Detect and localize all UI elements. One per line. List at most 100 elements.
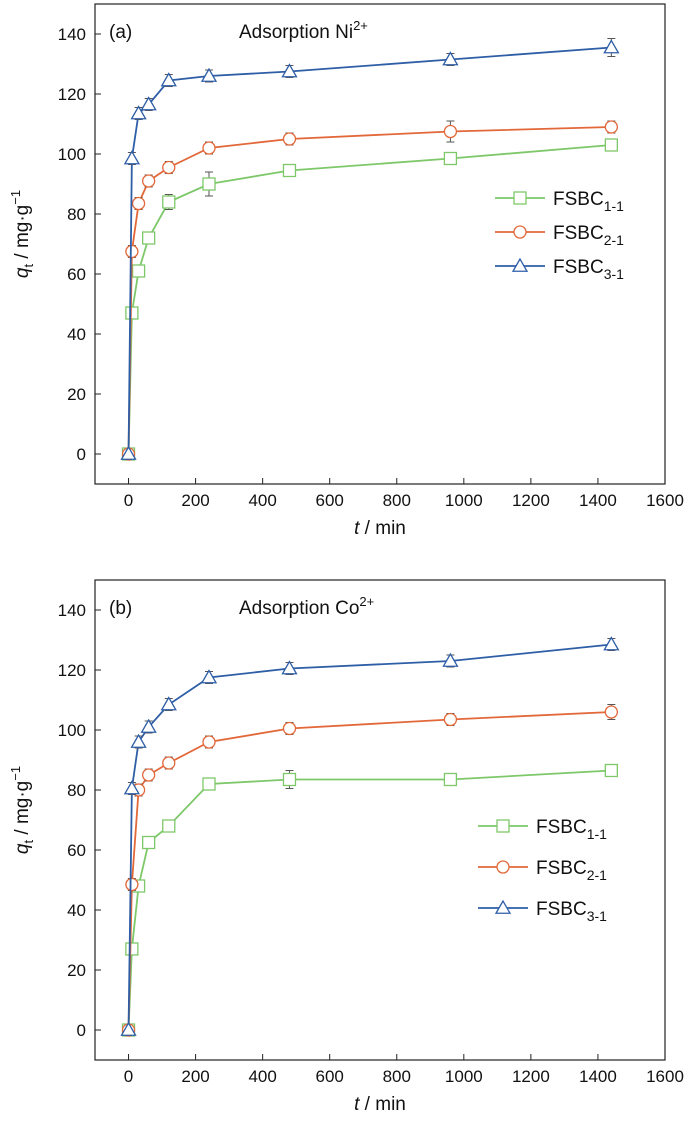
data-point xyxy=(160,72,177,87)
y-tick-label: 20 xyxy=(67,961,86,980)
data-point xyxy=(141,231,156,245)
data-point xyxy=(131,196,146,211)
panel-label: (b) xyxy=(109,598,132,619)
x-tick-label: 1400 xyxy=(579,1067,617,1086)
y-tick-label: 40 xyxy=(67,325,86,344)
data-point xyxy=(202,177,216,191)
y-tick-label: 60 xyxy=(67,841,86,860)
x-tick-label: 400 xyxy=(248,491,276,510)
legend-entry-1-1: FSBC1-1 xyxy=(495,189,624,214)
legend-label: FSBC2-1 xyxy=(536,858,607,883)
data-point xyxy=(281,63,298,78)
legend-entry-3-1: FSBC3-1 xyxy=(495,257,624,282)
data-point xyxy=(202,735,216,749)
legend-marker xyxy=(511,257,529,272)
data-point xyxy=(604,763,619,778)
y-tick-label: 80 xyxy=(67,781,86,800)
data-point xyxy=(443,124,458,139)
data-point xyxy=(131,264,146,278)
x-tick-label: 1400 xyxy=(579,491,617,510)
x-tick-label: 600 xyxy=(316,1067,344,1086)
data-point xyxy=(202,141,216,155)
data-point xyxy=(141,174,156,188)
data-point xyxy=(125,942,139,956)
panel-label: (a) xyxy=(109,22,132,43)
legend-marker xyxy=(496,819,510,833)
data-point xyxy=(200,67,218,82)
chart-panel-b: 0 200 400 600 800 1000 1200 1400 1600 0 20 40 60 80 10… xyxy=(8,579,684,1115)
legend-marker xyxy=(513,225,527,239)
data-point xyxy=(120,445,137,460)
data-point xyxy=(443,712,458,727)
data-point xyxy=(202,777,216,791)
data-point xyxy=(125,877,139,892)
data-point xyxy=(123,780,141,795)
x-tick-label: 1600 xyxy=(646,1067,684,1086)
data-point xyxy=(140,718,157,733)
x-tick-label: 400 xyxy=(248,1067,276,1086)
data-point xyxy=(282,721,297,736)
data-point xyxy=(200,669,218,684)
y-tick-label: 80 xyxy=(67,205,86,224)
y-tick-label: 0 xyxy=(77,1021,86,1040)
data-point xyxy=(125,244,139,259)
data-point xyxy=(162,819,176,833)
x-tick-label: 1000 xyxy=(445,491,483,510)
data-point xyxy=(282,163,297,178)
data-point xyxy=(140,96,157,111)
plot-frame xyxy=(94,3,666,485)
data-point xyxy=(604,705,619,719)
x-tick-label: 1600 xyxy=(646,491,684,510)
x-tick-label: 1200 xyxy=(512,491,550,510)
x-tick-label: 800 xyxy=(383,1067,411,1086)
data-point xyxy=(282,132,297,146)
series-line xyxy=(127,46,612,455)
data-point xyxy=(141,835,156,850)
chart-title: Adsorption Co2+ xyxy=(239,594,374,619)
x-tick-label: 0 xyxy=(124,491,133,510)
x-tick-label: 1200 xyxy=(512,1067,550,1086)
x-tick-label: 200 xyxy=(181,491,209,510)
y-tick-label: 120 xyxy=(58,661,86,680)
data-point xyxy=(130,733,147,748)
data-point xyxy=(603,39,620,54)
legend-label: FSBC3-1 xyxy=(536,899,607,924)
legend-marker xyxy=(496,860,510,874)
legend-label: FSBC3-1 xyxy=(553,257,624,282)
y-tick-label: 60 xyxy=(67,265,86,284)
series-3-1 xyxy=(120,636,620,1036)
data-point xyxy=(282,772,297,787)
legend-entry-1-1: FSBC1-1 xyxy=(478,817,607,842)
plot-frame xyxy=(94,579,666,1061)
data-point xyxy=(162,195,176,209)
data-point xyxy=(130,105,147,120)
chart-panel-a: 0 200 400 600 800 1000 1200 1400 1600 0 20 40 60 80 10… xyxy=(8,3,684,539)
data-point xyxy=(443,151,458,166)
legend-marker xyxy=(513,191,527,205)
y-tick-label: 40 xyxy=(67,901,86,920)
series-line xyxy=(127,126,612,455)
series-3-1 xyxy=(120,38,620,460)
x-axis-title: t / min xyxy=(354,1094,406,1115)
legend-entry-3-1: FSBC3-1 xyxy=(478,899,607,924)
data-point xyxy=(442,51,459,66)
series-line xyxy=(127,144,612,455)
data-point xyxy=(281,660,298,675)
legend-entry-2-1: FSBC2-1 xyxy=(495,223,624,248)
chart-title: Adsorption Ni2+ xyxy=(239,18,368,43)
x-tick-label: 1000 xyxy=(445,1067,483,1086)
y-tick-label: 0 xyxy=(77,445,86,464)
y-tick-label: 140 xyxy=(58,25,86,44)
legend-label: FSBC1-1 xyxy=(553,189,624,214)
y-axis-title: qt / mg·g−1 xyxy=(8,766,36,854)
x-axis-title: t / min xyxy=(354,518,406,539)
legend-entry-2-1: FSBC2-1 xyxy=(478,858,607,883)
data-point xyxy=(604,120,619,134)
y-tick-label: 20 xyxy=(67,385,86,404)
y-tick-label: 140 xyxy=(58,601,86,620)
data-point xyxy=(162,160,176,175)
legend-label: FSBC2-1 xyxy=(553,223,624,248)
x-tick-label: 200 xyxy=(181,1067,209,1086)
data-point xyxy=(443,772,458,787)
